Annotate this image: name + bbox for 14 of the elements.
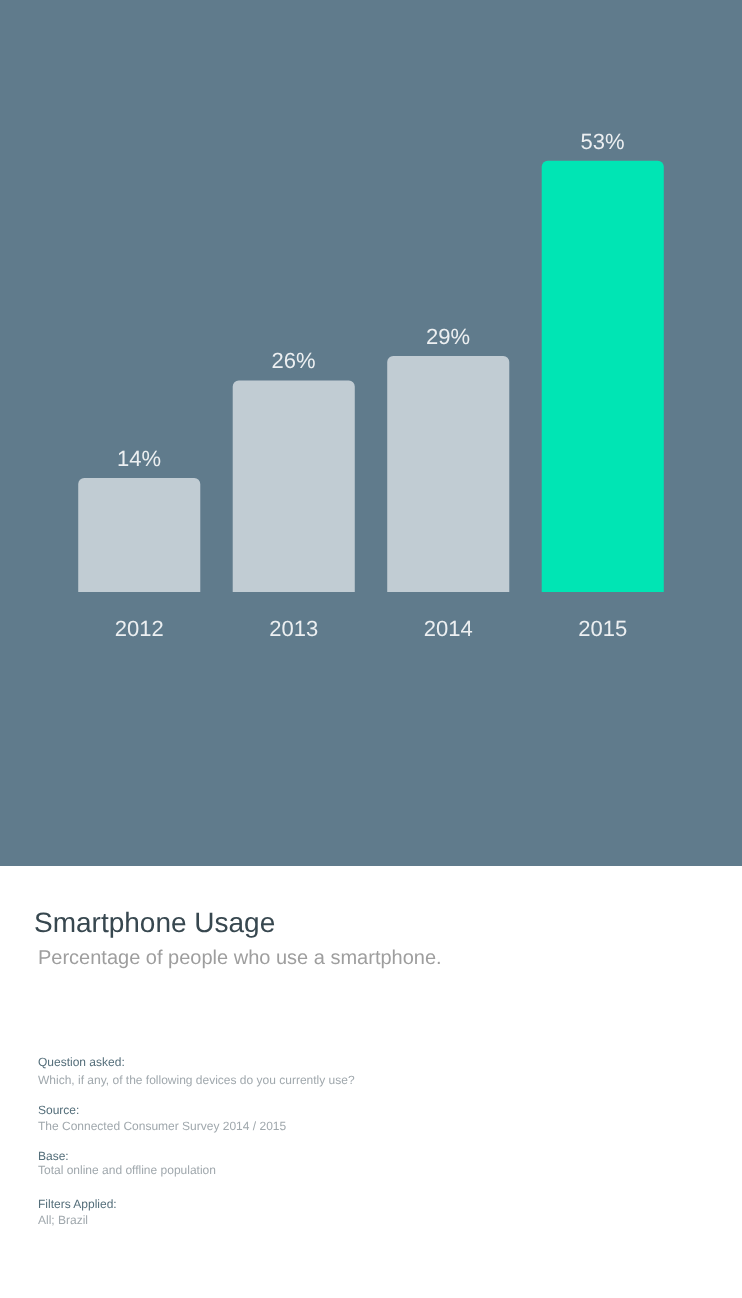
bar — [232, 380, 355, 592]
text: Smartphone Usage — [34, 905, 276, 938]
bar — [387, 356, 510, 592]
x-tick-label: 2013 — [269, 618, 319, 642]
data-label: 14% — [117, 448, 162, 473]
x-tick-label: 2015 — [578, 618, 628, 642]
data-label: 29% — [426, 326, 471, 350]
x-tick-label: 2014 — [423, 618, 473, 642]
x-tick-label: 2012 — [114, 618, 164, 642]
bar — [78, 478, 201, 592]
bar — [541, 160, 664, 592]
data-label: 26% — [271, 350, 316, 375]
text: Percentage of people who use a smartphone. — [38, 948, 442, 970]
data-label: 53% — [580, 130, 625, 155]
